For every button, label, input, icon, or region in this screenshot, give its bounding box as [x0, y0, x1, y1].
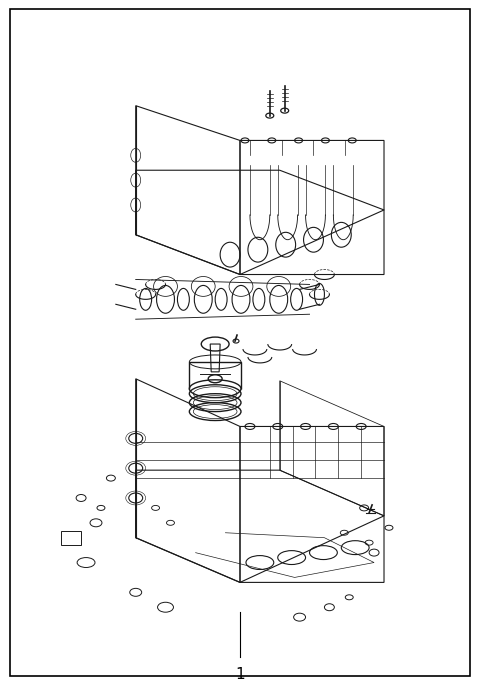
Text: 1: 1	[235, 667, 245, 682]
Bar	[61, 531, 81, 545]
